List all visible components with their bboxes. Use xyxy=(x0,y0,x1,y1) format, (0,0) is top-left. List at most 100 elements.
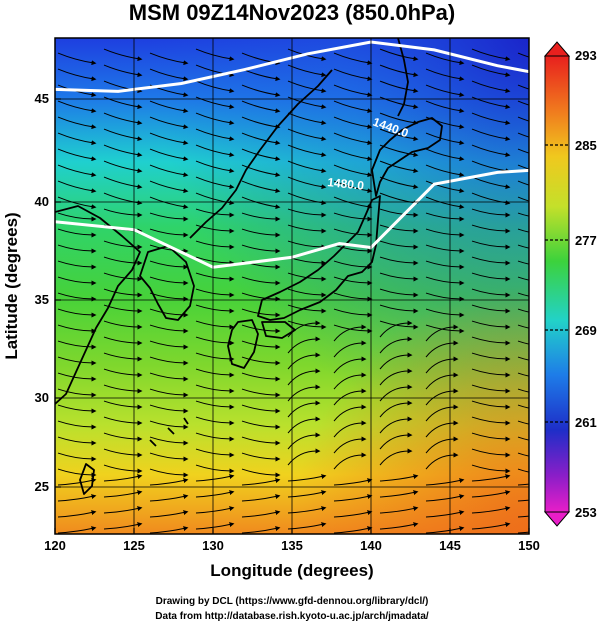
streamline xyxy=(149,494,189,502)
streamline xyxy=(103,48,143,62)
streamline xyxy=(517,84,529,90)
streamline xyxy=(241,148,281,162)
streamline xyxy=(149,478,189,486)
streamline xyxy=(195,432,235,442)
streamline xyxy=(379,304,419,314)
streamline xyxy=(103,416,143,426)
streamline xyxy=(379,448,413,466)
streamline xyxy=(471,48,511,62)
streamline xyxy=(379,64,419,78)
streamline xyxy=(287,144,327,158)
streamline xyxy=(471,256,511,266)
streamline xyxy=(241,468,281,478)
streamline xyxy=(517,260,529,265)
streamline xyxy=(471,448,511,458)
streamline xyxy=(57,276,97,286)
streamline xyxy=(149,148,189,162)
streamline xyxy=(103,400,143,410)
streamline xyxy=(287,288,327,298)
streamline xyxy=(517,196,529,202)
streamline xyxy=(241,510,281,518)
streamline xyxy=(425,292,465,302)
streamline xyxy=(287,506,327,514)
streamline xyxy=(287,192,327,206)
streamline xyxy=(379,474,419,482)
streamline xyxy=(103,128,143,142)
streamline xyxy=(149,164,189,178)
colorbar-bottom-arrow xyxy=(543,511,571,527)
streamline xyxy=(103,192,143,206)
credit-data: Data from http://database.rish.kyoto-u.a… xyxy=(155,611,429,622)
streamline xyxy=(149,276,189,286)
streamline xyxy=(517,468,529,473)
streamline xyxy=(57,356,97,366)
streamline xyxy=(425,148,465,162)
streamline xyxy=(103,506,143,514)
streamline xyxy=(241,276,281,286)
coastline-korea xyxy=(139,245,195,321)
streamline xyxy=(471,400,511,410)
streamline xyxy=(333,308,373,318)
y-tick-label: 45 xyxy=(35,91,49,106)
streamline xyxy=(103,112,143,126)
streamline xyxy=(471,368,511,378)
streamline xyxy=(103,352,143,362)
height-contours xyxy=(55,40,529,269)
coastline-hokkaido xyxy=(371,117,443,197)
streamline xyxy=(287,522,327,530)
streamline xyxy=(517,308,529,313)
colorbar-label: 293 xyxy=(575,48,597,63)
streamline xyxy=(333,292,373,302)
streamline xyxy=(379,336,413,354)
streamline xyxy=(425,452,459,470)
streamline xyxy=(241,478,281,486)
streamline xyxy=(57,526,97,534)
streamline xyxy=(57,372,97,382)
streamline xyxy=(425,212,465,222)
streamline xyxy=(425,228,465,238)
streamline xyxy=(379,208,419,218)
streamline xyxy=(241,526,281,534)
streamline xyxy=(517,388,529,393)
streamline xyxy=(379,506,419,514)
streamline xyxy=(425,84,465,98)
plot-area: 1440.0 1480.0 xyxy=(55,38,529,534)
coastline-china xyxy=(55,205,141,405)
coastline-kyushu xyxy=(227,319,259,369)
streamline xyxy=(103,256,143,266)
streamline xyxy=(333,52,373,66)
streamline xyxy=(149,468,189,478)
streamline xyxy=(195,144,235,158)
streamline xyxy=(517,452,529,457)
streamline xyxy=(333,478,373,486)
streamline xyxy=(517,531,529,534)
streamline xyxy=(287,96,327,110)
streamline xyxy=(103,96,143,110)
streamline xyxy=(241,100,281,114)
streamline xyxy=(517,515,529,518)
streamline xyxy=(517,276,529,281)
streamline xyxy=(517,148,529,154)
streamline xyxy=(517,116,529,122)
x-tick-label: 140 xyxy=(360,538,382,553)
streamline xyxy=(517,228,529,233)
streamline xyxy=(287,448,321,466)
streamline xyxy=(379,160,419,174)
streamline xyxy=(425,324,465,334)
streamline xyxy=(425,196,465,210)
streamline xyxy=(103,490,143,498)
streamline xyxy=(471,96,511,110)
streamline xyxy=(517,372,529,377)
streamline xyxy=(287,112,327,126)
streamline xyxy=(241,116,281,130)
streamline xyxy=(195,112,235,126)
streamline xyxy=(241,404,281,414)
streamline xyxy=(425,180,465,194)
streamline xyxy=(287,80,327,94)
streamline xyxy=(471,352,511,362)
streamline xyxy=(241,228,281,238)
streamline xyxy=(195,208,235,218)
streamline xyxy=(195,128,235,142)
streamline xyxy=(57,212,97,222)
streamline xyxy=(471,384,511,394)
